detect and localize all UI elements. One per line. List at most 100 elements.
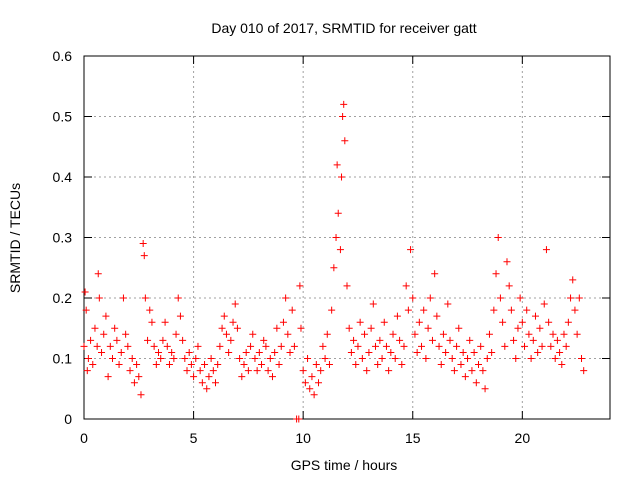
data-point	[492, 270, 500, 278]
data-point	[391, 355, 399, 362]
data-point	[503, 258, 511, 266]
data-point	[400, 342, 408, 350]
data-point	[516, 294, 524, 302]
data-point	[507, 306, 515, 314]
data-point	[192, 355, 200, 362]
data-point	[297, 324, 305, 332]
data-point	[209, 367, 217, 375]
data-points	[80, 100, 588, 423]
data-point	[113, 336, 121, 344]
data-point	[135, 373, 143, 381]
data-point	[435, 342, 443, 350]
data-point	[198, 379, 206, 387]
data-point	[271, 348, 279, 356]
data-point	[369, 300, 377, 308]
data-point	[409, 294, 417, 302]
x-tick-label: 5	[190, 430, 198, 446]
data-point	[573, 330, 581, 338]
data-point	[80, 342, 88, 350]
data-point	[385, 367, 393, 375]
data-point	[150, 342, 158, 350]
data-point	[396, 336, 404, 344]
data-point	[146, 306, 154, 314]
x-tick-label: 20	[515, 430, 531, 446]
data-point	[111, 324, 119, 332]
data-point	[82, 306, 90, 314]
data-point	[518, 318, 526, 326]
data-point	[262, 342, 270, 350]
data-point	[330, 264, 338, 272]
data-point	[411, 330, 419, 338]
data-point	[415, 318, 423, 326]
data-point	[433, 312, 441, 320]
data-point	[95, 294, 103, 302]
data-point	[225, 348, 233, 356]
data-point	[387, 348, 395, 356]
data-point	[284, 330, 292, 338]
data-point	[455, 324, 463, 332]
data-point	[332, 234, 340, 241]
data-point	[512, 355, 520, 362]
data-point	[422, 355, 430, 362]
data-point	[315, 379, 323, 387]
data-point	[130, 379, 138, 387]
data-point	[347, 348, 355, 356]
data-point	[338, 173, 346, 181]
data-point	[247, 342, 255, 350]
data-point	[424, 324, 432, 332]
data-point	[350, 336, 358, 344]
data-point	[534, 348, 542, 356]
data-point	[253, 367, 261, 375]
data-point	[558, 361, 566, 369]
data-point	[545, 318, 553, 326]
data-point	[376, 336, 384, 344]
data-point	[560, 330, 568, 338]
data-point	[176, 312, 184, 320]
data-point	[426, 294, 434, 302]
data-point	[222, 330, 230, 338]
data-point	[404, 306, 412, 314]
data-point	[564, 318, 572, 326]
data-point	[514, 324, 522, 332]
data-point	[525, 330, 533, 338]
data-point	[126, 367, 134, 375]
data-point	[538, 342, 546, 350]
data-point	[268, 373, 276, 381]
data-point	[439, 330, 447, 338]
data-point	[437, 361, 445, 369]
data-point	[578, 355, 586, 362]
data-point	[137, 391, 145, 399]
data-point	[157, 355, 165, 362]
y-tick-label: 0.1	[53, 351, 73, 367]
data-point	[238, 373, 246, 381]
data-point	[205, 373, 213, 381]
data-point	[363, 367, 371, 375]
data-point	[295, 415, 303, 423]
data-point	[466, 336, 474, 344]
data-point	[98, 348, 106, 356]
data-point	[536, 324, 544, 332]
data-point	[571, 306, 579, 314]
data-point	[428, 336, 436, 344]
data-point	[240, 361, 248, 369]
data-point	[333, 161, 341, 169]
data-point	[367, 324, 375, 332]
y-axis-label: SRMTID / TECUs	[7, 183, 23, 293]
x-tick-label: 15	[405, 430, 421, 446]
data-point	[365, 348, 373, 356]
data-point	[249, 330, 257, 338]
data-point	[288, 306, 296, 314]
data-point	[187, 361, 195, 369]
data-point	[382, 342, 390, 350]
data-point	[172, 330, 180, 338]
data-point	[461, 373, 469, 381]
data-point	[244, 367, 252, 375]
data-point	[485, 330, 493, 338]
data-point	[374, 361, 382, 369]
data-point	[328, 306, 336, 314]
data-point	[490, 306, 498, 314]
chart-title: Day 010 of 2017, SRMTID for receiver gat…	[211, 20, 476, 36]
data-point	[216, 342, 224, 350]
data-point	[212, 379, 219, 387]
plot-frame	[83, 55, 611, 420]
